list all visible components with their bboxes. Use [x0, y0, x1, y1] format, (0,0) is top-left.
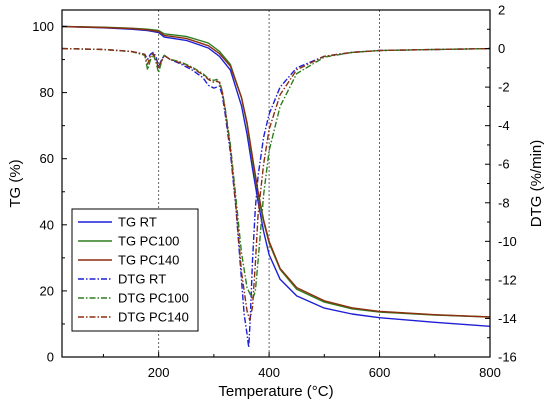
x-tick-label: 800 — [479, 365, 501, 380]
y-left-tick-label: 40 — [40, 217, 54, 232]
y-axis-right-ticks: -16 -14 -12 -10 -8 -6 -4 -2 0 2 — [485, 3, 517, 365]
x-tick-label: 600 — [369, 365, 391, 380]
legend-label: TG PC140 — [118, 253, 179, 268]
legend-label: DTG PC100 — [118, 291, 189, 306]
x-axis-title: Temperature (°C) — [218, 383, 333, 400]
x-axis-ticks: 200 400 600 800 — [102, 352, 501, 380]
y-right-tick-label: -4 — [498, 118, 510, 133]
legend-box — [71, 208, 199, 332]
y-right-tick-label: 2 — [498, 3, 505, 18]
legend: TG RT TG PC100 TG PC140 DTG RT DTG PC100 DTG … — [71, 208, 199, 332]
legend-label: TG PC100 — [118, 234, 179, 249]
plot-area — [61, 25, 491, 349]
y-right-tick-label: -6 — [498, 157, 510, 172]
legend-label: TG RT — [118, 215, 157, 230]
y-right-tick-label: -8 — [498, 195, 510, 210]
y-axis-left-ticks: 0 20 40 60 80 100 — [32, 19, 67, 365]
y-left-tick-label: 60 — [40, 151, 54, 166]
x-tick-label: 400 — [258, 365, 280, 380]
series-line-3 — [61, 25, 491, 318]
y-right-tick-label: -10 — [498, 234, 517, 249]
y-right-tick-label: -16 — [498, 350, 517, 365]
y-axis-left-title: TG (%) — [7, 159, 24, 207]
series-line-1 — [61, 25, 491, 327]
y-left-tick-label: 20 — [40, 283, 54, 298]
x-tick-label: 200 — [148, 365, 170, 380]
series-line-6 — [61, 47, 491, 322]
series-line-4 — [61, 47, 491, 349]
y-left-tick-label: 100 — [32, 19, 54, 34]
y-right-tick-label: -12 — [498, 272, 517, 287]
y-axis-right-title: DTG (%/min) — [528, 140, 545, 228]
y-left-tick-label: 0 — [47, 350, 54, 365]
y-right-tick-label: 0 — [498, 41, 505, 56]
y-right-tick-label: -14 — [498, 311, 517, 326]
legend-label: DTG PC140 — [118, 310, 189, 325]
y-right-tick-label: -2 — [498, 80, 510, 95]
legend-label: DTG RT — [118, 272, 166, 287]
y-left-tick-label: 80 — [40, 85, 54, 100]
